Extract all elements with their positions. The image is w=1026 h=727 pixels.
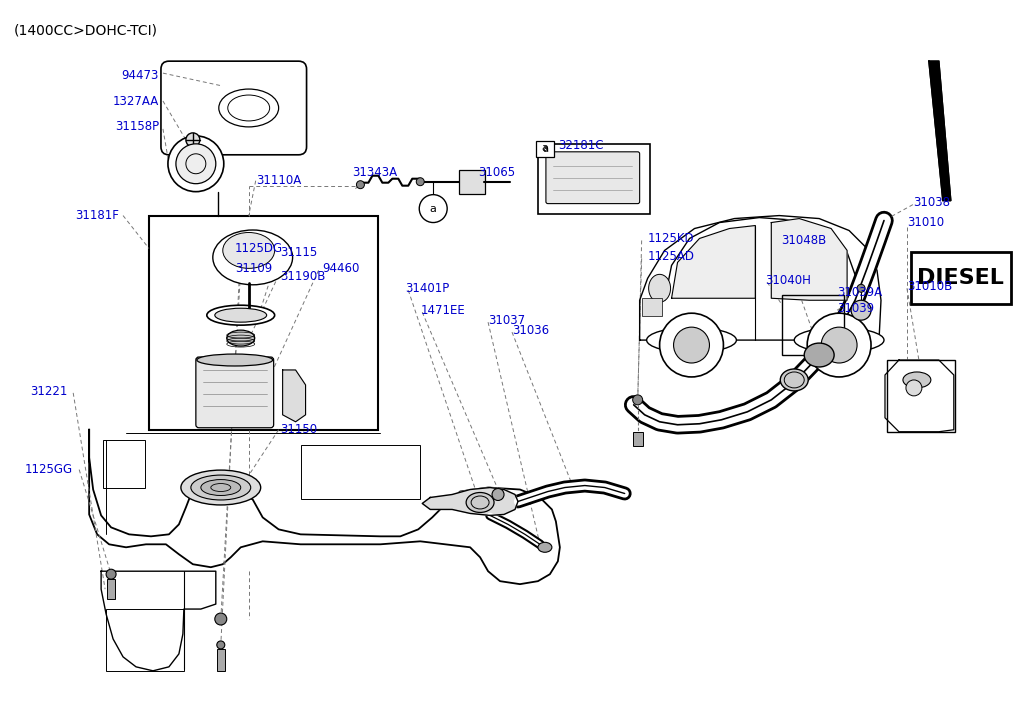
FancyBboxPatch shape (196, 357, 274, 427)
Text: 31109: 31109 (235, 262, 272, 275)
Ellipse shape (197, 354, 273, 366)
Polygon shape (423, 488, 518, 515)
Circle shape (852, 300, 871, 320)
Text: 31190B: 31190B (281, 270, 326, 283)
Polygon shape (929, 61, 951, 201)
Polygon shape (885, 360, 954, 432)
Circle shape (673, 327, 709, 363)
Text: 31221: 31221 (30, 385, 68, 398)
Text: 1125AD: 1125AD (647, 250, 695, 263)
Bar (301, 445, 421, 499)
Text: 31115: 31115 (281, 246, 318, 259)
Bar (641, 298, 662, 316)
Text: DIESEL: DIESEL (917, 268, 1004, 289)
Text: 94473: 94473 (122, 68, 159, 81)
Ellipse shape (781, 369, 808, 391)
Circle shape (356, 181, 364, 189)
Ellipse shape (648, 274, 671, 302)
Text: 31039A: 31039A (837, 286, 882, 299)
Bar (538, 144, 649, 214)
FancyBboxPatch shape (546, 152, 639, 204)
Circle shape (186, 133, 200, 147)
Text: 31065: 31065 (478, 166, 515, 180)
Text: 1471EE: 1471EE (421, 304, 465, 317)
Circle shape (633, 395, 642, 405)
Ellipse shape (903, 372, 931, 388)
Text: 1125GG: 1125GG (25, 463, 73, 476)
Circle shape (660, 313, 723, 377)
Text: 31037: 31037 (488, 313, 525, 326)
Ellipse shape (207, 305, 275, 325)
Text: 31048B: 31048B (781, 234, 827, 247)
Text: 31036: 31036 (512, 324, 549, 337)
Polygon shape (282, 370, 306, 422)
Text: 31343A: 31343A (353, 166, 397, 180)
Polygon shape (772, 219, 847, 300)
Ellipse shape (181, 470, 261, 505)
Circle shape (807, 313, 871, 377)
Ellipse shape (227, 330, 254, 346)
Ellipse shape (223, 233, 275, 268)
Text: 31039: 31039 (837, 302, 874, 315)
Text: 31181F: 31181F (75, 209, 119, 222)
Bar (149, 216, 379, 430)
Text: 31040H: 31040H (765, 274, 812, 287)
Ellipse shape (538, 542, 552, 553)
Text: 1125DG: 1125DG (235, 242, 283, 255)
Ellipse shape (191, 475, 250, 500)
Text: 1327AA: 1327AA (113, 95, 159, 108)
Polygon shape (639, 216, 881, 340)
Bar (536, 141, 554, 157)
Text: 31010B: 31010B (907, 280, 952, 293)
Circle shape (168, 136, 224, 192)
Ellipse shape (212, 230, 292, 285)
Circle shape (417, 177, 424, 185)
Text: 31010: 31010 (907, 216, 944, 229)
Circle shape (216, 641, 225, 649)
Text: 31401P: 31401P (405, 282, 449, 294)
Text: 31110A: 31110A (255, 174, 301, 187)
FancyBboxPatch shape (460, 169, 485, 193)
Text: 31038: 31038 (913, 196, 950, 209)
Text: (1400CC>DOHC-TCI): (1400CC>DOHC-TCI) (13, 23, 157, 37)
Bar (216, 649, 225, 671)
Ellipse shape (214, 308, 267, 322)
Ellipse shape (466, 492, 495, 513)
Circle shape (106, 569, 116, 579)
Circle shape (175, 144, 215, 184)
FancyBboxPatch shape (161, 61, 307, 155)
Text: a: a (542, 144, 548, 154)
Ellipse shape (804, 343, 834, 367)
Circle shape (821, 327, 857, 363)
Text: 1125KD: 1125KD (647, 232, 695, 245)
Ellipse shape (646, 328, 737, 353)
Circle shape (420, 195, 447, 222)
Text: 94460: 94460 (322, 262, 360, 275)
Ellipse shape (201, 480, 241, 496)
Bar (107, 579, 115, 599)
Bar (782, 295, 844, 355)
Bar (911, 252, 1011, 304)
Circle shape (492, 489, 504, 500)
Bar (103, 440, 145, 488)
Text: 31158P: 31158P (115, 121, 159, 134)
Ellipse shape (805, 344, 833, 366)
Bar (106, 609, 184, 671)
Polygon shape (89, 430, 560, 585)
Text: a: a (542, 142, 548, 153)
Circle shape (906, 380, 922, 396)
Bar (633, 432, 642, 446)
Circle shape (214, 613, 227, 625)
Text: 32181C: 32181C (558, 140, 603, 153)
Text: a: a (430, 204, 437, 214)
Ellipse shape (794, 328, 884, 353)
Circle shape (857, 284, 865, 292)
Polygon shape (672, 225, 755, 298)
Polygon shape (102, 571, 215, 671)
Text: 31150: 31150 (281, 423, 318, 436)
Bar (887, 360, 955, 432)
